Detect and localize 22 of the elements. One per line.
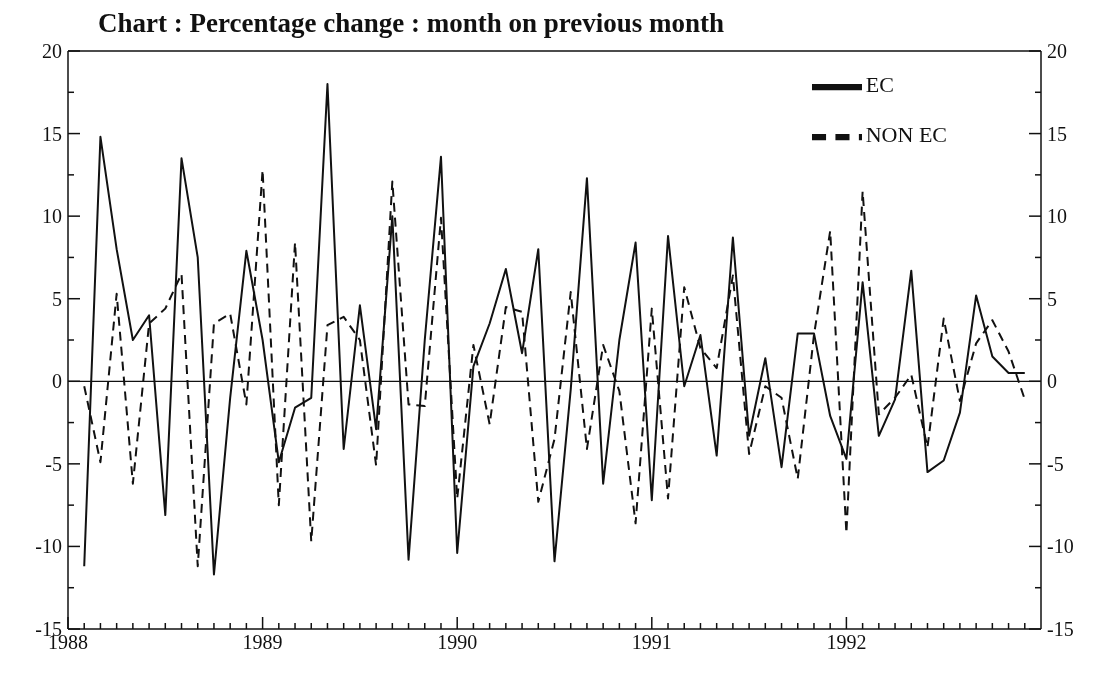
y-tick-label: -10 <box>35 535 62 558</box>
legend-label: NON EC <box>865 122 947 148</box>
y-tick-label: 5 <box>52 287 62 310</box>
x-tick-label: 1990 <box>437 631 478 653</box>
y2-tick-label: 5 <box>1047 287 1057 310</box>
x-tick-label: 1989 <box>242 631 283 653</box>
y2-tick-label: 10 <box>1047 205 1067 228</box>
x-tick-label: 1992 <box>826 631 867 653</box>
y-tick-label: 10 <box>42 205 62 228</box>
y2-tick-label: -5 <box>1047 452 1064 475</box>
y2-tick-label: -15 <box>1047 618 1074 640</box>
y-tick-label: 0 <box>52 370 62 393</box>
y-tick-label: 20 <box>42 40 62 62</box>
x-tick-label: 1991 <box>631 631 672 653</box>
y-tick-label: 15 <box>42 122 62 145</box>
legend-label: EC <box>865 72 894 98</box>
y-tick-label: -5 <box>45 452 62 475</box>
y2-tick-label: 0 <box>1047 370 1057 393</box>
y2-tick-label: -10 <box>1047 535 1074 558</box>
y2-tick-label: 20 <box>1047 40 1067 62</box>
y2-tick-label: 15 <box>1047 122 1067 145</box>
chart-title: Chart : Percentage change : month on previous month <box>98 8 724 38</box>
